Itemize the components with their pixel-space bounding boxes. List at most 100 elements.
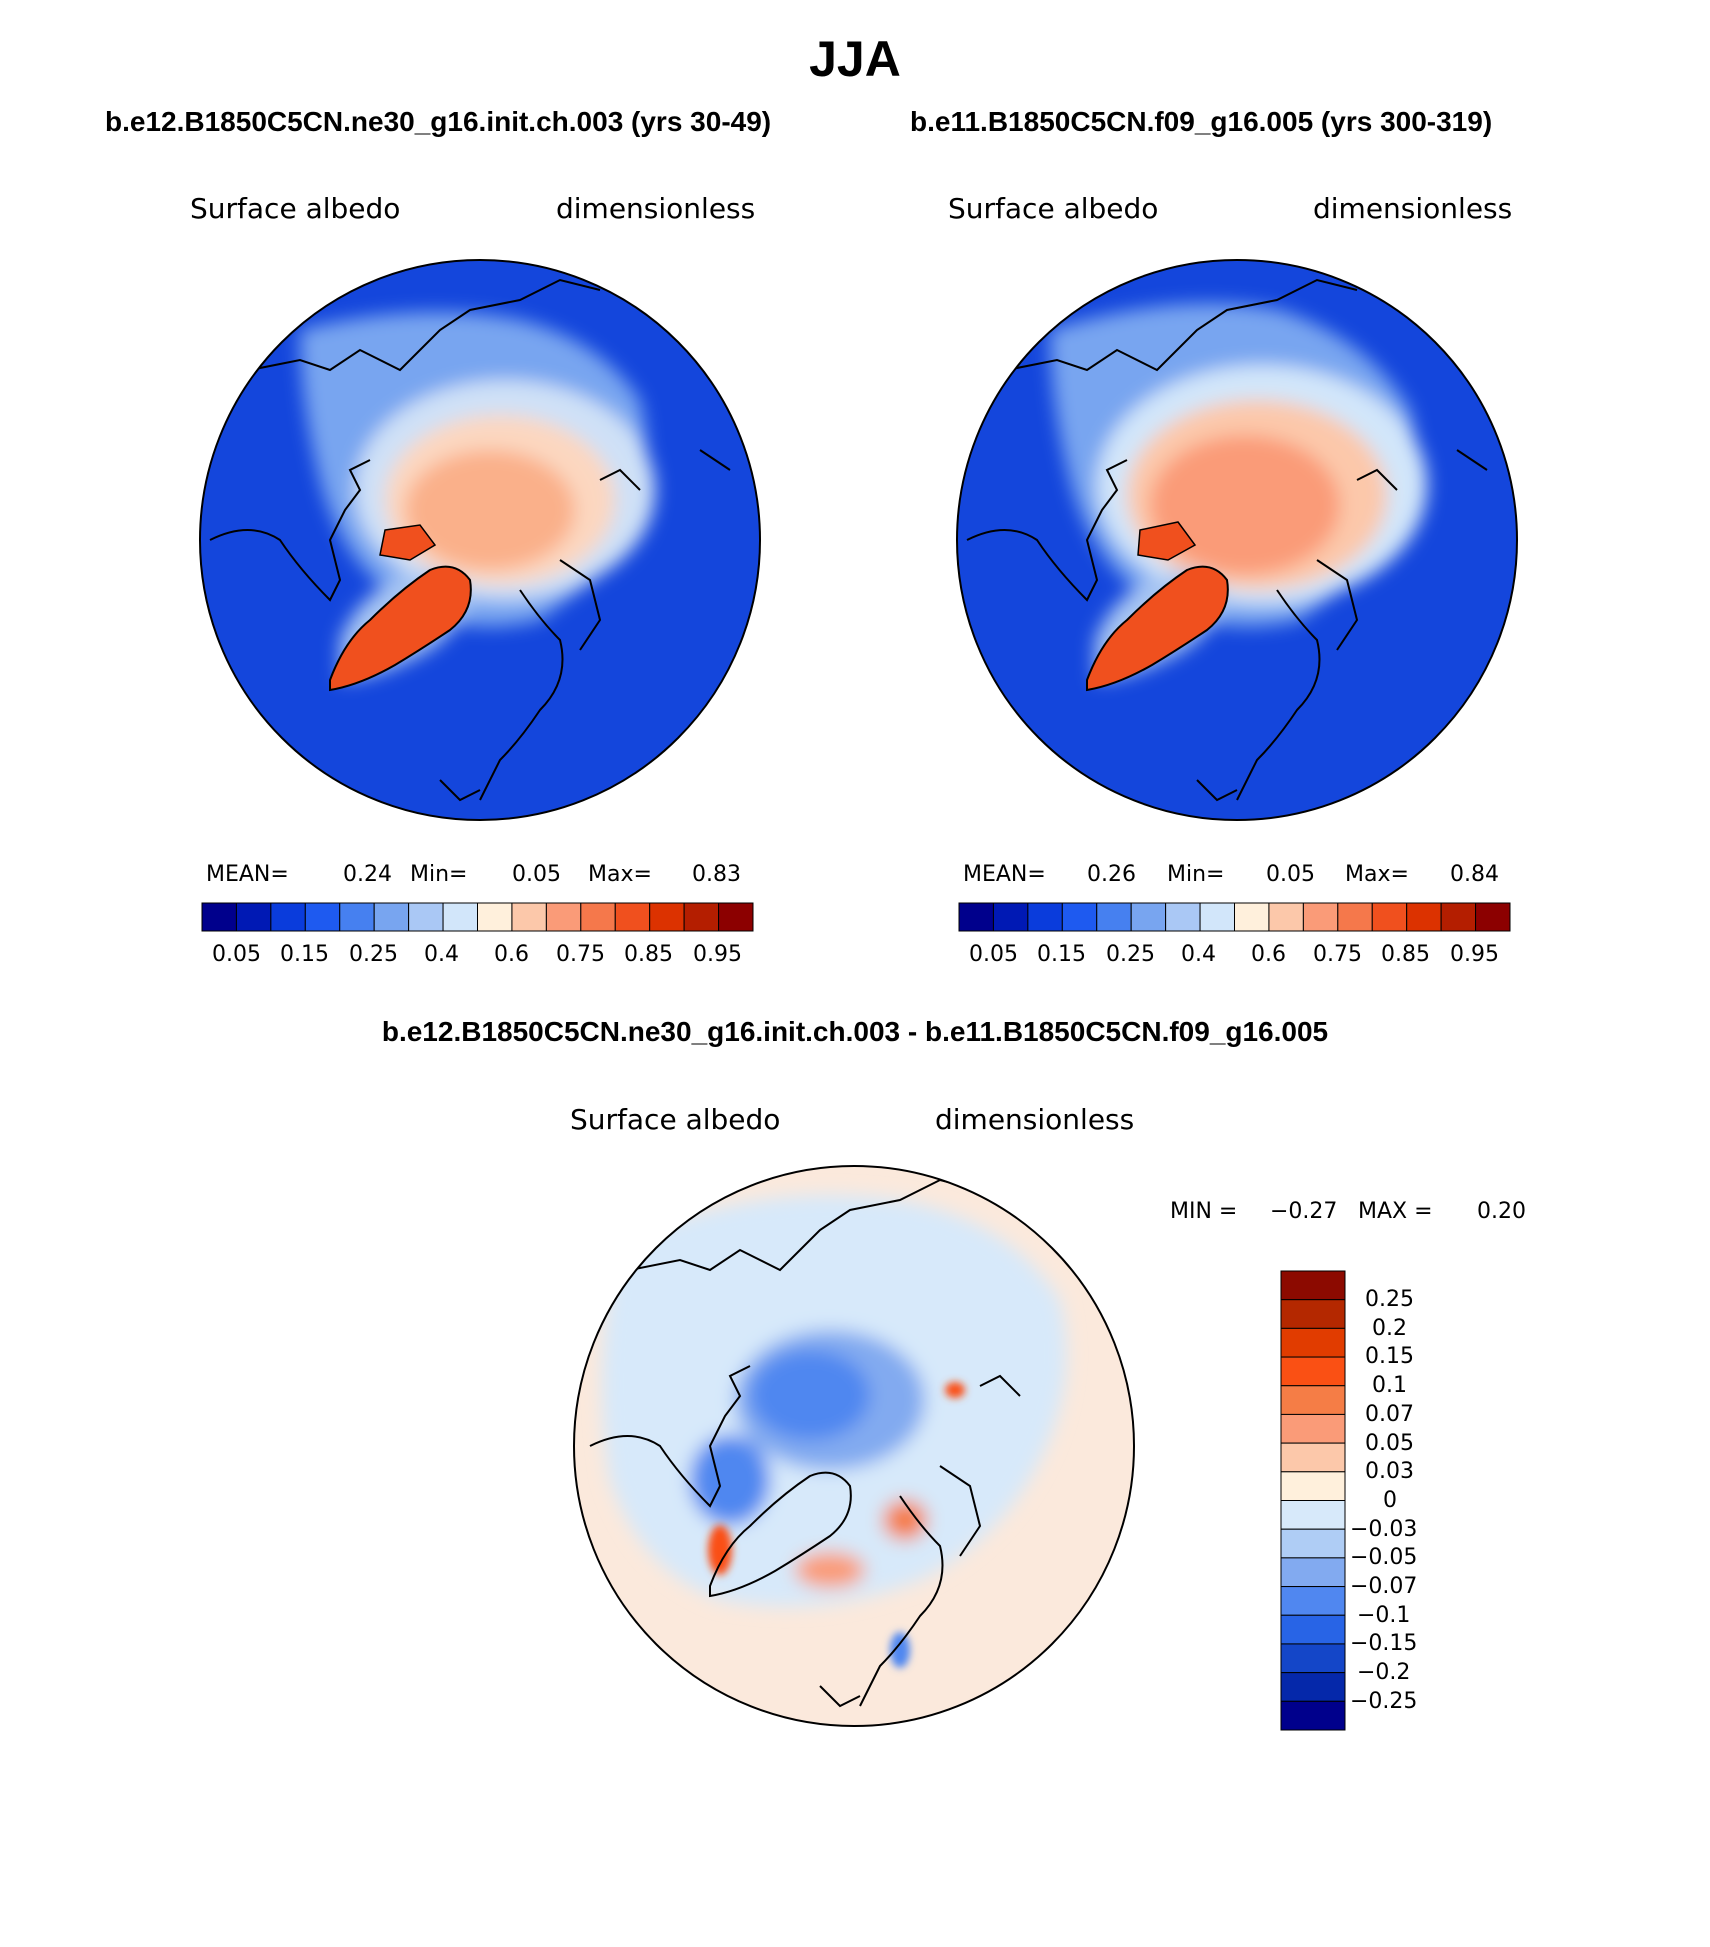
panel2-colorbar-tick: 0.25 (1106, 942, 1155, 967)
difference-colorbar-swatch (1280, 1672, 1346, 1702)
difference-colorbar-tick: −0.03 (1350, 1517, 1418, 1542)
panel2-min-value: 0.05 (1266, 862, 1315, 887)
difference-min-label: MIN = (1170, 1199, 1238, 1224)
difference-colorbar-swatch (1280, 1327, 1346, 1358)
panel1-colorbar-tick: 0.4 (424, 942, 459, 967)
difference-colorbar-swatch (1280, 1614, 1346, 1645)
panel2-polar-map (956, 259, 1518, 821)
difference-colorbar-swatch (1280, 1586, 1346, 1616)
panel2-colorbar-tick: 0.75 (1313, 942, 1362, 967)
panel1-colorbar-swatch (270, 902, 306, 932)
panel1-min-label: Min= (410, 862, 468, 887)
panel1-colorbar-tick: 0.6 (494, 942, 529, 967)
difference-colorbar-swatch (1280, 1528, 1346, 1559)
difference-colorbar-tick: −0.1 (1357, 1603, 1411, 1628)
difference-colorbar-swatch (1280, 1700, 1346, 1731)
panel1-colorbar-swatch (545, 902, 582, 932)
difference-colorbar-tick: 0.07 (1365, 1402, 1414, 1427)
panel1-colorbar-swatch (649, 902, 685, 932)
panel1-colorbar-tick: 0.05 (212, 942, 261, 967)
difference-colorbar-tick: −0.07 (1350, 1574, 1418, 1599)
panel1-colorbar-swatch (477, 902, 513, 932)
difference-colorbar-swatch (1280, 1356, 1346, 1387)
difference-colorbar-tick: −0.25 (1350, 1689, 1418, 1714)
difference-colorbar-swatch (1280, 1299, 1346, 1329)
difference-colorbar-swatch (1280, 1413, 1346, 1444)
difference-colorbar-swatch (1280, 1500, 1346, 1530)
panel2-colorbar-swatch (1096, 902, 1132, 932)
panel1-colorbar-tick: 0.25 (349, 942, 398, 967)
panel1-colorbar-tick: 0.75 (556, 942, 605, 967)
difference-colorbar-swatch (1280, 1442, 1346, 1473)
panel1-max-label: Max= (588, 862, 652, 887)
panel1-colorbar (201, 902, 754, 932)
difference-colorbar-tick: 0.1 (1372, 1373, 1407, 1398)
panel2-mean-label: MEAN= (963, 862, 1046, 887)
panel1-colorbar-swatch (580, 902, 616, 932)
panel2-colorbar-swatch (1130, 902, 1167, 932)
difference-min-value: −0.27 (1270, 1199, 1338, 1224)
difference-colorbar-tick: 0.2 (1372, 1316, 1407, 1341)
panel2-colorbar-swatch (1234, 902, 1270, 932)
panel2-mean-value: 0.26 (1087, 862, 1136, 887)
difference-colorbar-tick: 0.05 (1365, 1431, 1414, 1456)
difference-colorbar-tick: 0 (1383, 1488, 1397, 1513)
panel2-colorbar-tick: 0.6 (1251, 942, 1286, 967)
difference-polar-map (573, 1165, 1135, 1727)
difference-variable-label: Surface albedo (570, 1103, 781, 1136)
panel2-min-label: Min= (1167, 862, 1225, 887)
panel2-colorbar-swatch (1302, 902, 1339, 932)
panel2-colorbar-swatch (992, 902, 1029, 932)
panel1-polar-map (199, 259, 761, 821)
panel1-colorbar-swatch (339, 902, 375, 932)
panel2-run-title: b.e11.B1850C5CN.f09_g16.005 (yrs 300-319… (910, 106, 1493, 137)
panel2-colorbar-tick: 0.05 (969, 942, 1018, 967)
difference-colorbar-swatch (1280, 1643, 1346, 1674)
panel1-variable-label: Surface albedo (190, 192, 401, 225)
difference-colorbar-tick: 0.25 (1365, 1287, 1414, 1312)
panel2-max-value: 0.84 (1450, 862, 1499, 887)
panel2-colorbar-swatch (1165, 902, 1201, 932)
panel2-colorbar-tick: 0.4 (1181, 942, 1216, 967)
panel1-units-label: dimensionless (556, 192, 756, 225)
panel1-max-value: 0.83 (692, 862, 741, 887)
panel2-colorbar-swatch (1268, 902, 1304, 932)
panel1-colorbar-tick: 0.15 (280, 942, 329, 967)
difference-colorbar-swatch (1280, 1557, 1346, 1588)
panel2-colorbar-swatch (1199, 902, 1235, 932)
panel1-colorbar-swatch (614, 902, 651, 932)
panel2-colorbar-swatch (1440, 902, 1477, 932)
panel1-mean-value: 0.24 (343, 862, 392, 887)
difference-colorbar (1280, 1270, 1346, 1731)
panel2-colorbar-tick: 0.95 (1450, 942, 1499, 967)
panel1-colorbar-swatch (511, 902, 547, 932)
panel2-colorbar-swatch (1061, 902, 1098, 932)
panel2-colorbar-swatch (958, 902, 994, 932)
panel2-colorbar-swatch (1027, 902, 1063, 932)
difference-colorbar-tick: 0.03 (1365, 1459, 1414, 1484)
panel1-colorbar-swatch (304, 902, 341, 932)
panel1-colorbar-swatch (235, 902, 272, 932)
difference-max-label: MAX = (1358, 1199, 1433, 1224)
panel2-units-label: dimensionless (1313, 192, 1513, 225)
panel2-variable-label: Surface albedo (948, 192, 1159, 225)
panel2-colorbar-swatch (1371, 902, 1408, 932)
panel2-colorbar-tick: 0.85 (1381, 942, 1430, 967)
difference-colorbar-swatch (1280, 1385, 1346, 1415)
panel1-mean-label: MEAN= (206, 862, 289, 887)
difference-colorbar-swatch (1280, 1471, 1346, 1501)
panel2-colorbar (958, 902, 1511, 932)
difference-colorbar-tick: −0.05 (1350, 1545, 1418, 1570)
difference-colorbar-tick: −0.2 (1357, 1660, 1411, 1685)
panel1-colorbar-swatch (718, 902, 754, 932)
panel2-colorbar-tick: 0.15 (1037, 942, 1086, 967)
panel2-colorbar-swatch (1475, 902, 1511, 932)
panel1-colorbar-swatch (442, 902, 478, 932)
difference-max-value: 0.20 (1477, 1199, 1526, 1224)
panel1-run-title: b.e12.B1850C5CN.ne30_g16.init.ch.003 (yr… (105, 106, 772, 137)
panel1-colorbar-tick: 0.85 (624, 942, 673, 967)
panel1-colorbar-swatch (201, 902, 237, 932)
difference-units-label: dimensionless (935, 1103, 1135, 1136)
figure-title: JJA (809, 31, 901, 87)
